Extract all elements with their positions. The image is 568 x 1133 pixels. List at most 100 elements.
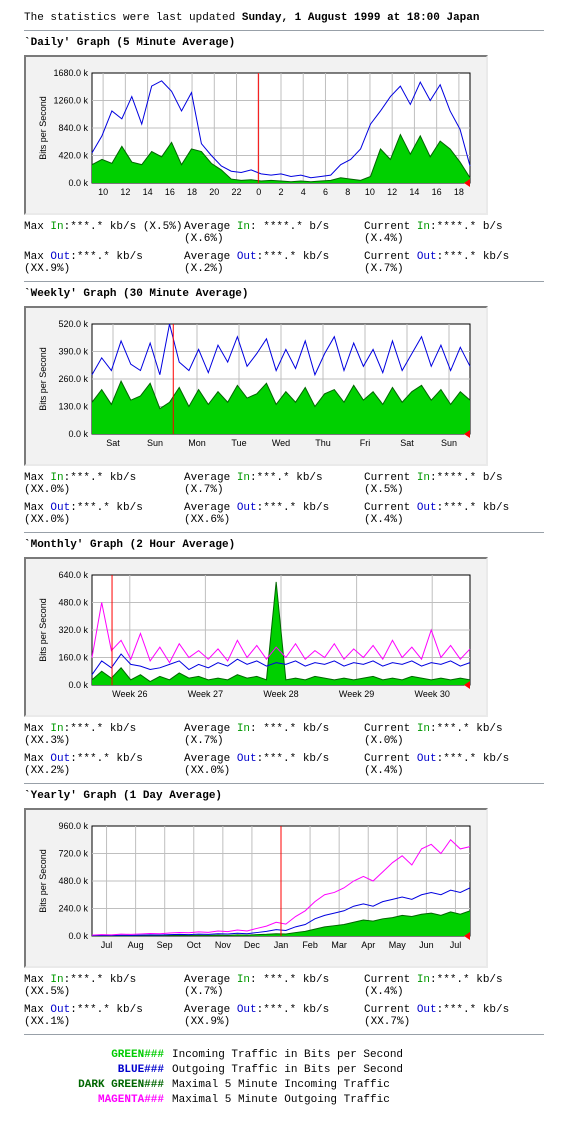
legend: GREEN### Incoming Traffic in Bits per Se… bbox=[24, 1049, 544, 1106]
svg-text:0.0 k: 0.0 k bbox=[68, 680, 88, 690]
svg-text:12: 12 bbox=[120, 187, 130, 197]
stats-in-row: Max In:***.* kb/s (X.5%) Average In: ***… bbox=[24, 221, 544, 245]
stats-in-row: Max In:***.* kb/s (XX.3%) Average In: **… bbox=[24, 723, 544, 747]
legend-label: GREEN### bbox=[24, 1049, 172, 1061]
svg-text:Nov: Nov bbox=[215, 940, 232, 950]
svg-text:Bits per Second: Bits per Second bbox=[38, 347, 48, 411]
legend-text: Maximal 5 Minute Outgoing Traffic bbox=[172, 1094, 390, 1106]
stat-max-in: Max In:***.* kb/s (X.5%) bbox=[24, 221, 184, 245]
legend-text: Incoming Traffic in Bits per Second bbox=[172, 1049, 403, 1061]
legend-row: MAGENTA### Maximal 5 Minute Outgoing Tra… bbox=[24, 1094, 544, 1106]
svg-text:Thu: Thu bbox=[315, 438, 331, 448]
chart-svg: 0.0 k 420.0 k 840.0 k 1260.0 k 1680.0 k 10 12 1… bbox=[32, 63, 480, 207]
stats-out-row: Max Out:***.* kb/s (XX.2%) Average Out:*… bbox=[24, 753, 544, 777]
stat-cur-in: Current In:****.* b/s (X.5%) bbox=[364, 472, 544, 496]
stat-max-in: Max In:***.* kb/s (XX.5%) bbox=[24, 974, 184, 998]
separator bbox=[24, 1034, 544, 1035]
svg-text:Week 27: Week 27 bbox=[188, 689, 223, 699]
svg-text:520.0 k: 520.0 k bbox=[58, 319, 88, 329]
section-title: `Weekly' Graph (30 Minute Average) bbox=[24, 288, 544, 300]
svg-text:Mon: Mon bbox=[188, 438, 206, 448]
svg-text:240.0 k: 240.0 k bbox=[58, 904, 88, 914]
svg-text:1260.0 k: 1260.0 k bbox=[53, 96, 88, 106]
stats-in-row: Max In:***.* kb/s (XX.5%) Average In: **… bbox=[24, 974, 544, 998]
svg-text:160.0 k: 160.0 k bbox=[58, 653, 88, 663]
page-root: { "update_prefix": "The statistics were … bbox=[0, 0, 568, 1133]
stat-avg-out: Average Out:***.* kb/s (XX.6%) bbox=[184, 502, 364, 526]
stat-avg-in: Average In: ***.* kb/s (X.7%) bbox=[184, 974, 364, 998]
svg-text:6: 6 bbox=[323, 187, 328, 197]
stat-cur-in: Current In:***.* kb/s (X.0%) bbox=[364, 723, 544, 747]
stats-in-row: Max In:***.* kb/s (XX.0%) Average In:***… bbox=[24, 472, 544, 496]
svg-text:14: 14 bbox=[409, 187, 419, 197]
svg-text:1680.0 k: 1680.0 k bbox=[53, 68, 88, 78]
svg-text:130.0 k: 130.0 k bbox=[58, 402, 88, 412]
chart-box: 0.0 k240.0 k480.0 k720.0 k960.0 kJulAugS… bbox=[24, 808, 488, 968]
svg-text:960.0 k: 960.0 k bbox=[58, 821, 88, 831]
svg-text:320.0 k: 320.0 k bbox=[58, 625, 88, 635]
svg-text:16: 16 bbox=[165, 187, 175, 197]
svg-text:720.0 k: 720.0 k bbox=[58, 849, 88, 859]
last-updated-time: Sunday, 1 August 1999 at 18:00 Japan bbox=[242, 12, 480, 24]
stat-max-out: Max Out:***.* kb/s (XX.2%) bbox=[24, 753, 184, 777]
svg-text:0.0 k: 0.0 k bbox=[68, 178, 88, 188]
svg-text:May: May bbox=[389, 940, 407, 950]
svg-text:Wed: Wed bbox=[272, 438, 290, 448]
legend-text: Maximal 5 Minute Incoming Traffic bbox=[172, 1079, 390, 1091]
svg-text:480.0 k: 480.0 k bbox=[58, 598, 88, 608]
svg-text:Jan: Jan bbox=[274, 940, 289, 950]
legend-row: DARK GREEN### Maximal 5 Minute Incoming … bbox=[24, 1079, 544, 1091]
svg-text:4: 4 bbox=[301, 187, 306, 197]
svg-text:10: 10 bbox=[98, 187, 108, 197]
stat-avg-out: Average Out:***.* kb/s (XX.0%) bbox=[184, 753, 364, 777]
graph-section: `Monthly' Graph (2 Hour Average) 0.0 k16… bbox=[24, 532, 544, 777]
svg-text:Week 29: Week 29 bbox=[339, 689, 374, 699]
section-title: `Yearly' Graph (1 Day Average) bbox=[24, 790, 544, 802]
svg-text:420.0 k: 420.0 k bbox=[58, 151, 88, 161]
chart-box: 0.0 k160.0 k320.0 k480.0 k640.0 kWeek 26… bbox=[24, 557, 488, 717]
svg-text:0: 0 bbox=[256, 187, 261, 197]
stat-avg-in: Average In:***.* kb/s (X.7%) bbox=[184, 472, 364, 496]
legend-row: BLUE### Outgoing Traffic in Bits per Sec… bbox=[24, 1064, 544, 1076]
svg-text:14: 14 bbox=[143, 187, 153, 197]
graph-section: `Yearly' Graph (1 Day Average) 0.0 k 240.… bbox=[24, 783, 544, 1028]
svg-text:Mar: Mar bbox=[331, 940, 347, 950]
svg-text:Sep: Sep bbox=[157, 940, 173, 950]
svg-text:Sun: Sun bbox=[441, 438, 457, 448]
svg-text:Jun: Jun bbox=[419, 940, 434, 950]
legend-label: MAGENTA### bbox=[24, 1094, 172, 1106]
svg-text:2: 2 bbox=[278, 187, 283, 197]
svg-text:Week 26: Week 26 bbox=[112, 689, 147, 699]
stat-max-out: Max Out:***.* kb/s (XX.1%) bbox=[24, 1004, 184, 1028]
svg-text:Bits per Second: Bits per Second bbox=[38, 96, 48, 160]
stat-cur-out: Current Out:***.* kb/s (X.7%) bbox=[364, 251, 544, 275]
svg-text:260.0 k: 260.0 k bbox=[58, 374, 88, 384]
svg-text:480.0 k: 480.0 k bbox=[58, 876, 88, 886]
svg-text:Oct: Oct bbox=[187, 940, 202, 950]
svg-text:Sat: Sat bbox=[106, 438, 120, 448]
svg-text:18: 18 bbox=[187, 187, 197, 197]
legend-label: BLUE### bbox=[24, 1064, 172, 1076]
svg-text:8: 8 bbox=[345, 187, 350, 197]
chart-svg: 0.0 k240.0 k480.0 k720.0 k960.0 kJulAugS… bbox=[32, 816, 480, 960]
chart-svg: 0.0 k160.0 k320.0 k480.0 k640.0 kWeek 26… bbox=[32, 565, 480, 709]
svg-text:840.0 k: 840.0 k bbox=[58, 123, 88, 133]
svg-text:Sat: Sat bbox=[400, 438, 414, 448]
stat-max-in: Max In:***.* kb/s (XX.3%) bbox=[24, 723, 184, 747]
svg-text:20: 20 bbox=[209, 187, 219, 197]
graph-section: `Weekly' Graph (30 Minute Average) 0.0 k… bbox=[24, 281, 544, 526]
separator bbox=[24, 281, 544, 282]
svg-text:0.0 k: 0.0 k bbox=[68, 931, 88, 941]
svg-text:18: 18 bbox=[454, 187, 464, 197]
stat-cur-out: Current Out:***.* kb/s (X.4%) bbox=[364, 502, 544, 526]
stat-max-out: Max Out:***.* kb/s (XX.0%) bbox=[24, 502, 184, 526]
last-updated-prefix: The statistics were last updated bbox=[24, 12, 242, 24]
stat-cur-in: Current In:***.* kb/s (X.4%) bbox=[364, 974, 544, 998]
stat-cur-out: Current Out:***.* kb/s (XX.7%) bbox=[364, 1004, 544, 1028]
svg-text:22: 22 bbox=[232, 187, 242, 197]
sections-container: `Daily' Graph (5 Minute Average) 0.0 k42… bbox=[24, 30, 544, 1028]
stat-avg-out: Average Out:***.* kb/s (X.2%) bbox=[184, 251, 364, 275]
svg-text:10: 10 bbox=[365, 187, 375, 197]
chart-box: 0.0 k 420.0 k 840.0 k 1260.0 k 1680.0 k 10 12 1… bbox=[24, 55, 488, 215]
svg-text:Bits per Second: Bits per Second bbox=[38, 849, 48, 913]
